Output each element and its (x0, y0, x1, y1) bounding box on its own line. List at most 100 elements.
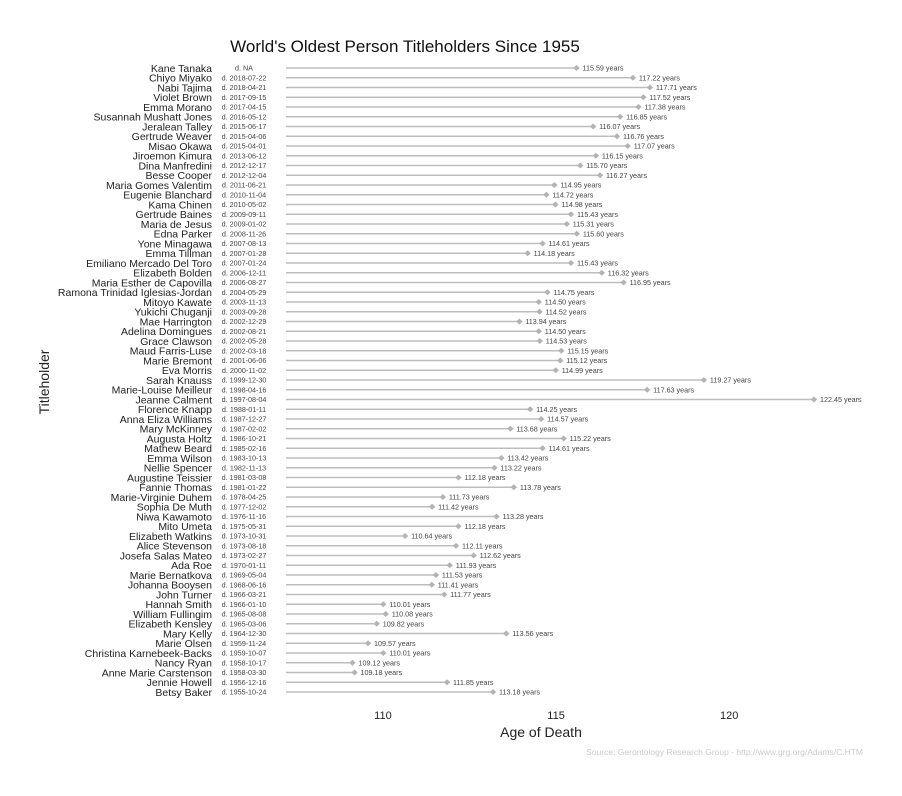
data-point-marker (537, 416, 545, 422)
data-label: 111.73 years (449, 493, 490, 502)
data-point-marker (592, 152, 600, 159)
data-label: 114.50 years (545, 298, 586, 307)
data-point-marker (455, 474, 462, 481)
titleholder-name: Jeanne Calment (136, 394, 213, 406)
titleholder-name: Grace Clawson (140, 336, 212, 348)
death-date: d. 1982-11-13 (222, 463, 266, 472)
death-date: d. 2016-05-12 (222, 112, 267, 121)
titleholder-name: Ada Roe (171, 560, 212, 572)
list-item: Yukichi Chuganji d. 2003-09-28 114.52 year… (134, 307, 587, 319)
data-point-marker (573, 230, 581, 237)
death-date: d. 1975-05-31 (222, 522, 267, 531)
chart-title: World's Oldest Person Titleholders Since… (230, 37, 580, 56)
data-point-marker (557, 357, 564, 364)
titleholder-name: Fannie Thomas (139, 482, 212, 494)
data-label: 115.59 years (582, 64, 623, 73)
data-point-marker (567, 260, 575, 266)
data-point-marker (577, 162, 584, 169)
titleholder-name: Maria Gomes Valentim (106, 180, 212, 192)
data-label: 115.15 years (567, 346, 608, 355)
titleholder-name: Marie-Louise Meilleur (112, 385, 213, 397)
death-date: d. 1958-03-30 (222, 668, 267, 677)
data-point-marker (573, 65, 580, 71)
death-date: d. NA (235, 64, 253, 73)
death-date: d. 2010-05-02 (222, 200, 267, 209)
data-point-marker (535, 299, 542, 305)
titleholder-name: Gertrude Baines (136, 209, 212, 221)
data-label: 115.31 years (573, 220, 614, 229)
death-date: d. 1958-10-17 (222, 658, 267, 667)
data-point-marker (567, 211, 575, 218)
death-date: d. 2004-05-29 (222, 288, 267, 297)
death-date: d. 2009-01-02 (222, 220, 267, 229)
list-item: Misao Okawa d. 2015-04-01 117.07 years (148, 141, 675, 153)
data-label: 111.77 years (450, 590, 491, 599)
data-label: 114.61 years (549, 239, 590, 248)
data-point-marker (349, 659, 356, 666)
list-item: Jiroemon Kimura d. 2013-06-12 116.15 years (133, 151, 644, 163)
data-label: 117.07 years (634, 142, 675, 151)
list-item: Eva Morris d. 2000-11-02 114.99 years (162, 365, 603, 377)
death-date: d. 1959-11-24 (222, 639, 266, 648)
death-date: d. 1973-10-31 (222, 532, 267, 541)
data-label: 111.53 years (442, 571, 483, 580)
data-point-marker (635, 104, 642, 110)
titleholder-name: William Fullingim (133, 609, 212, 621)
data-point-marker (552, 201, 559, 208)
data-label: 115.22 years (570, 434, 611, 443)
titleholder-name: Elizabeth Bolden (133, 268, 212, 280)
list-item: Marie Olsen d. 1959-11-24 109.57 years (155, 638, 416, 650)
titleholder-name: Johanna Booysen (128, 580, 212, 592)
titleholder-name: Augustine Teissier (127, 472, 213, 484)
data-label: 117.52 years (649, 93, 690, 102)
list-item: Maud Farris-Luse d. 2002-03-18 115.15 year… (130, 346, 609, 358)
data-label: 113.94 years (525, 317, 566, 326)
data-point-marker (535, 328, 542, 335)
list-item: Marie Bremont d. 2001-06-06 115.12 years (143, 355, 608, 367)
list-item: Niwa Kawamoto d. 1976-11-16 113.28 years (136, 511, 544, 523)
death-date: d. 1977-12-02 (222, 502, 267, 511)
list-item: Elizabeth Watkins d. 1973-10-31 110.64 yea… (129, 531, 453, 543)
list-item: Emma Morano d. 2017-04-15 117.38 years (143, 102, 686, 114)
titleholder-name: Mae Harrington (140, 316, 213, 328)
data-label: 110.01 years (389, 600, 430, 609)
data-point-marker (560, 435, 567, 442)
data-point-marker (616, 113, 624, 120)
death-date: d. 2000-11-02 (222, 366, 266, 375)
data-label: 109.12 years (358, 658, 400, 667)
titleholder-name: Mary Kelly (163, 628, 213, 640)
list-item: Susannah Mushatt Jones d. 2016-05-12 116.8… (94, 112, 668, 124)
titleholder-name: Augusta Holtz (147, 433, 212, 445)
list-item: Edna Parker d. 2008-11-26 115.60 years (154, 229, 625, 241)
death-date: d. 2015-04-01 (222, 142, 267, 151)
data-label: 116.07 years (599, 122, 640, 131)
data-point-marker (640, 94, 647, 101)
titleholder-name: Jeralean Talley (142, 121, 213, 133)
titleholder-name: Violet Brown (153, 92, 212, 104)
source-note: Source: Gerontology Research Group - htt… (586, 747, 863, 757)
data-point-marker (551, 182, 558, 188)
titleholder-name: Kane Tanaka (151, 63, 212, 75)
titleholder-name: Ramona Trinidad Iglesias-Jordan (58, 287, 212, 299)
data-point-marker (498, 455, 505, 461)
list-item: Nabi Tajima d. 2018-04-21 117.71 years (157, 82, 697, 94)
data-label: 117.38 years (644, 103, 685, 112)
death-date: d. 1968-06-16 (222, 580, 267, 589)
death-date: d. 1983-10-13 (222, 454, 267, 463)
data-label: 113.18 years (499, 688, 540, 697)
list-item: Augustine Teissier d. 1981-03-08 112.18 ye… (127, 472, 506, 484)
data-label: 111.93 years (456, 561, 497, 570)
list-item: Alice Stevenson d. 1973-08-18 112.11 years (137, 541, 503, 553)
titleholder-name: Florence Knapp (138, 404, 212, 416)
death-date: d. 1956-12-16 (222, 678, 267, 687)
death-date: d. 2015-06-17 (222, 122, 267, 131)
data-point-marker (439, 494, 447, 500)
titleholder-name: Mitoyo Kawate (143, 297, 212, 309)
data-label: 114.98 years (561, 200, 602, 209)
data-label: 114.57 years (547, 415, 588, 424)
death-date: d. 1970-01-11 (222, 561, 266, 570)
titleholder-name: Christina Karnebeek-Backs (85, 648, 212, 660)
data-label: 114.95 years (560, 181, 601, 190)
list-item: Josefa Salas Mateo d. 1973-02-27 112.62 ye… (120, 550, 521, 562)
